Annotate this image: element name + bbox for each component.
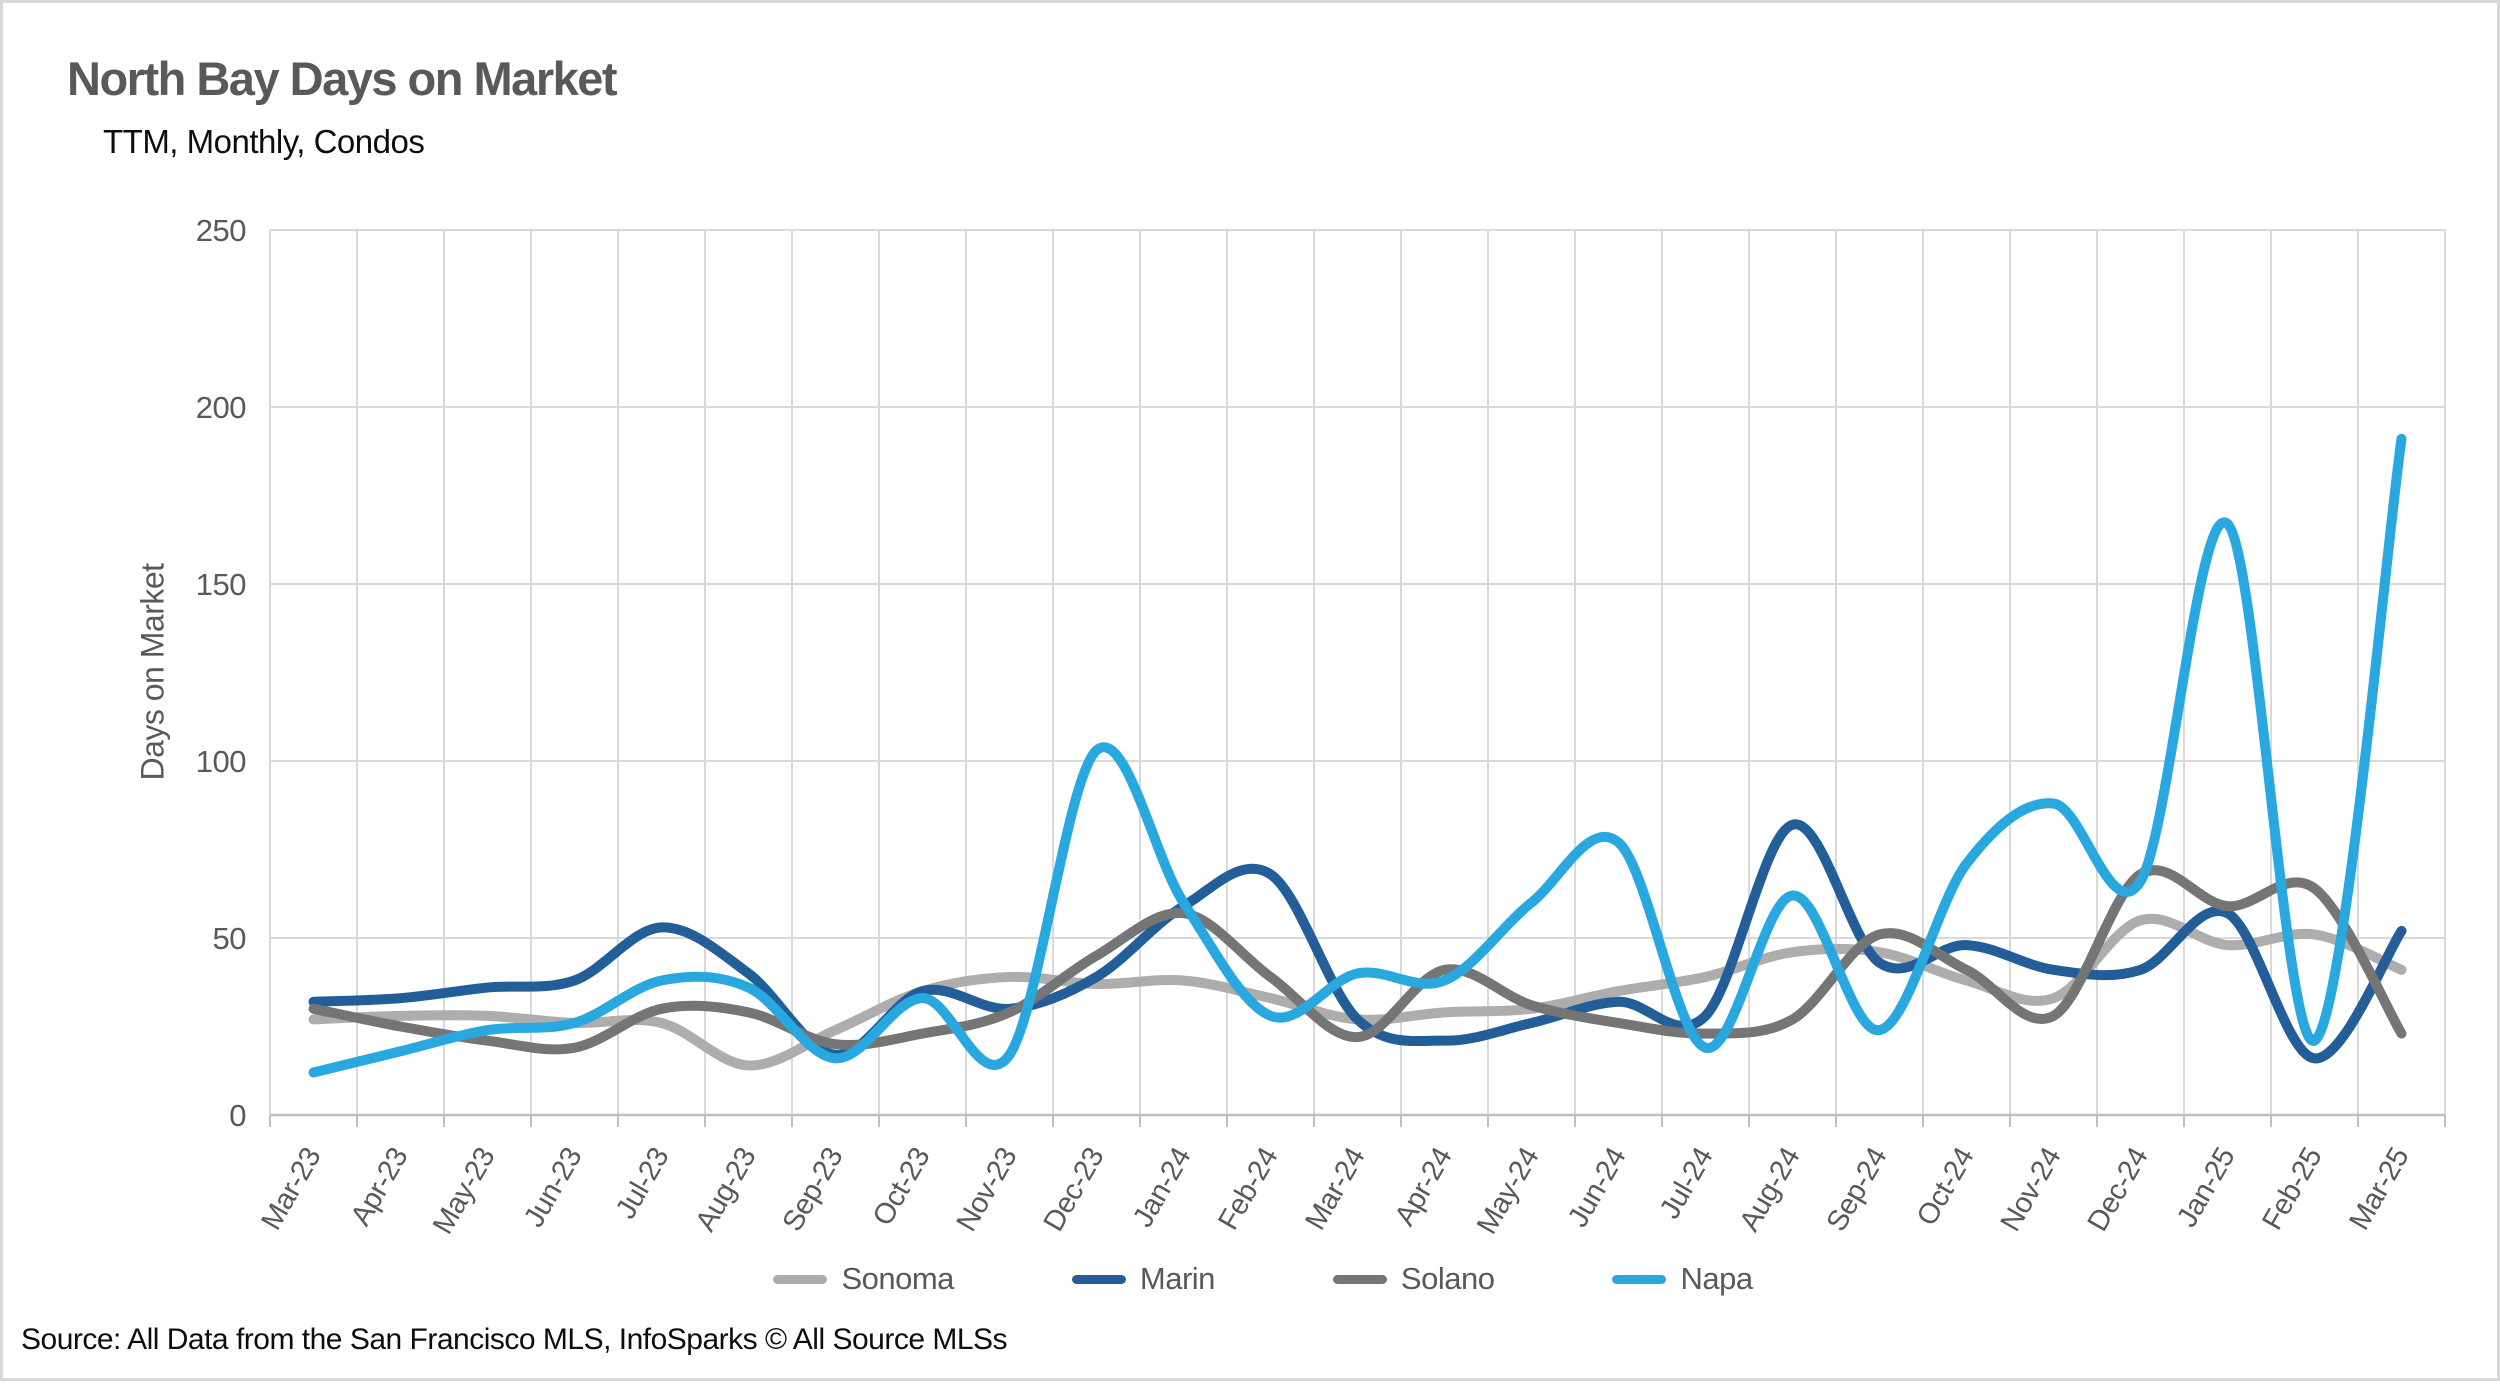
- x-tick-label: Sep-24: [1821, 1142, 1894, 1237]
- x-tick-label: Jun-23: [518, 1143, 589, 1233]
- legend-label-solano: Solano: [1401, 1261, 1495, 1297]
- x-tick-label: Aug-24: [1734, 1142, 1807, 1237]
- legend-item-solano: Solano: [1333, 1261, 1495, 1297]
- legend-swatch-marin: [1072, 1275, 1126, 1284]
- legend-label-marin: Marin: [1140, 1261, 1215, 1297]
- legend-label-sonoma: Sonoma: [841, 1261, 953, 1297]
- x-tick-label: Nov-23: [951, 1143, 1024, 1237]
- y-tick-label: 250: [196, 213, 246, 248]
- x-tick-label: Nov-24: [1995, 1142, 2068, 1237]
- y-tick-label: 150: [196, 567, 246, 602]
- x-tick-label: Feb-25: [2256, 1143, 2328, 1236]
- legend-swatch-sonoma: [773, 1275, 827, 1284]
- legend-item-napa: Napa: [1612, 1261, 1752, 1297]
- x-tick-label: Dec-23: [1038, 1143, 1111, 1237]
- x-tick-label: Jul-24: [1654, 1142, 1720, 1224]
- legend-swatch-solano: [1333, 1275, 1387, 1284]
- legend: Sonoma Marin Solano Napa: [178, 1261, 2348, 1297]
- legend-label-napa: Napa: [1680, 1261, 1752, 1297]
- x-tick-label: Aug-23: [690, 1143, 763, 1237]
- x-tick-label: Dec-24: [2082, 1142, 2155, 1237]
- y-tick-label: 0: [229, 1098, 246, 1133]
- x-tick-label: May-23: [427, 1143, 502, 1240]
- x-tick-label: Jul-23: [610, 1143, 676, 1225]
- y-tick-label: 100: [196, 744, 246, 779]
- x-tick-label: Jun-24: [1562, 1142, 1633, 1233]
- x-tick-label: Oct-24: [1911, 1142, 1981, 1231]
- legend-item-sonoma: Sonoma: [773, 1261, 953, 1297]
- x-tick-label: Sep-23: [777, 1143, 850, 1237]
- x-tick-label: Jan-25: [2171, 1143, 2242, 1233]
- legend-swatch-napa: [1612, 1275, 1666, 1284]
- x-tick-label: Feb-24: [1212, 1142, 1284, 1235]
- x-tick-label: Jan-24: [1127, 1142, 1198, 1233]
- y-tick-label: 200: [196, 390, 246, 425]
- x-tick-label: May-24: [1471, 1142, 1546, 1239]
- x-tick-label: Oct-23: [867, 1143, 937, 1232]
- x-tick-label: Apr-23: [345, 1143, 415, 1232]
- legend-item-marin: Marin: [1072, 1261, 1215, 1297]
- y-tick-label: 50: [213, 921, 247, 956]
- x-tick-label: Mar-23: [255, 1143, 327, 1236]
- source-note: Source: All Data from the San Francisco …: [21, 1323, 1007, 1357]
- x-tick-label: Mar-24: [1299, 1142, 1371, 1235]
- x-tick-label: Mar-25: [2343, 1143, 2415, 1236]
- x-tick-label: Apr-24: [1389, 1142, 1459, 1231]
